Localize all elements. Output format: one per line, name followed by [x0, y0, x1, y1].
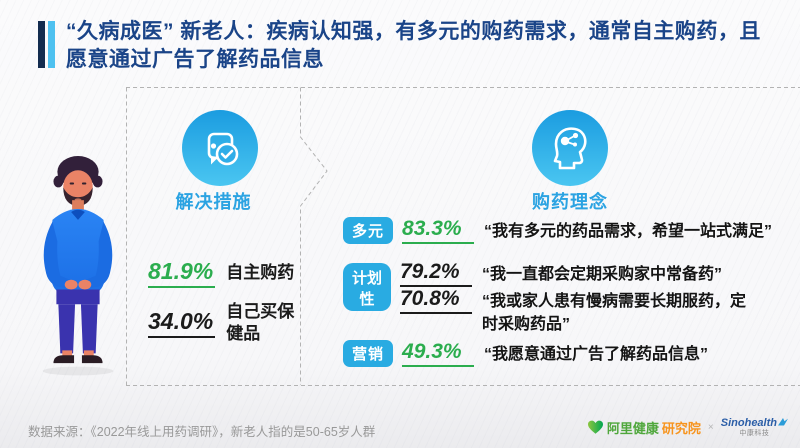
solutions-panel-label: 解决措施: [175, 192, 252, 212]
stat-quote: “我或家人患有慢病需要长期服药，定时采购药品”: [482, 293, 747, 333]
philosophy-panel-label: 购药理念: [532, 192, 608, 212]
stat-item: 79.2% “我一直都会定期采购家中常备药”: [400, 260, 758, 287]
sinohealth-name: Sinohealth: [720, 417, 777, 429]
stat-label: 自主购药: [226, 263, 295, 282]
page-title: “久病成医” 新老人：疾病认知强，有多元的购药需求，通常自主购药，且 愿意通过广…: [66, 18, 780, 74]
dashed-divider-chevron: [300, 87, 328, 385]
sinohealth-sub: 中康科技: [739, 430, 770, 437]
stat-value: 70.8%: [400, 287, 472, 314]
thinking-head-icon: [553, 127, 587, 170]
row-items: 49.3% “我愿意通过广告了解药品信息”: [402, 340, 708, 367]
alihealth-logo: 阿里健康 研究院: [587, 418, 701, 437]
stat-quote: “我愿意通过广告了解药品信息”: [484, 346, 709, 363]
accent-bar-dark: [38, 21, 45, 68]
stat-value: 81.9%: [148, 258, 216, 288]
ground-shadow: [42, 366, 114, 376]
row-marketing: 营销 49.3% “我愿意通过广告了解药品信息”: [343, 340, 793, 367]
badge-planned: 计划性: [343, 263, 391, 311]
stat-item: 49.3% “我愿意通过广告了解药品信息”: [402, 340, 708, 367]
badge-marketing: 营销: [343, 340, 394, 367]
philosophy-icon-circle: [532, 110, 608, 186]
stat-label: 自己买保健品: [226, 302, 295, 343]
stat-item: 83.3% “我有多元的药品需求，希望一站式满足”: [402, 217, 772, 244]
stat-value: 83.3%: [402, 217, 475, 244]
clipboard-check-icon: [207, 132, 239, 166]
elder-man-illustration: [42, 156, 114, 376]
heart-icon: [587, 420, 603, 434]
alihealth-name: 阿里健康: [606, 421, 659, 436]
alihealth-suffix: 研究院: [661, 421, 701, 436]
row-items: 83.3% “我有多元的药品需求，希望一站式满足”: [402, 217, 772, 244]
stat-value: 79.2%: [400, 260, 472, 287]
stat-row-self-purchase: 81.9% 自主购药: [148, 258, 300, 288]
stat-row-supplements: 34.0% 自己买保健品: [148, 301, 300, 345]
stat-quote: “我有多元的药品需求，希望一站式满足”: [484, 223, 773, 240]
stat-quote: “我一直都会定期采购家中常备药”: [482, 266, 723, 283]
solutions-icon-circle: [182, 110, 258, 186]
title-line-1: “久病成医” 新老人：疾病认知强，有多元的购药需求，通常自主购药，且: [66, 20, 761, 43]
solutions-stats: 81.9% 自主购药 34.0% 自己买保健品: [148, 258, 300, 345]
philosophy-rows: 多元 83.3% “我有多元的药品需求，希望一站式满足” 计划性 79.2% “…: [343, 217, 793, 383]
row-items: 79.2% “我一直都会定期采购家中常备药” 70.8% “我或家人患有慢病需要…: [400, 260, 758, 336]
accent-bar-light: [48, 21, 55, 68]
brand-logos: 阿里健康 研究院 × Sinohealth 中康科技: [587, 418, 788, 437]
stat-value: 34.0%: [148, 308, 216, 338]
stat-item: 70.8% “我或家人患有慢病需要长期服药，定时采购药品”: [400, 287, 758, 336]
sinohealth-logo: Sinohealth 中康科技: [721, 418, 788, 437]
slide-header: “久病成医” 新老人：疾病认知强，有多元的购药需求，通常自主购药，且 愿意通过广…: [38, 18, 780, 74]
bird-icon: [778, 418, 788, 426]
badge-diverse: 多元: [343, 217, 394, 244]
row-planned: 计划性 79.2% “我一直都会定期采购家中常备药” 70.8% “我或家人患有…: [343, 260, 793, 336]
data-source-note: 数据来源：《2022年线上用药调研》，新老人指的是50-65岁人群: [28, 425, 376, 439]
title-accent-bars: [38, 21, 55, 74]
stat-value: 49.3%: [402, 340, 475, 367]
row-diverse: 多元 83.3% “我有多元的药品需求，希望一站式满足”: [343, 217, 793, 244]
title-line-2: 愿意通过广告了解药品信息: [66, 48, 324, 71]
brand-separator: ×: [707, 422, 714, 433]
